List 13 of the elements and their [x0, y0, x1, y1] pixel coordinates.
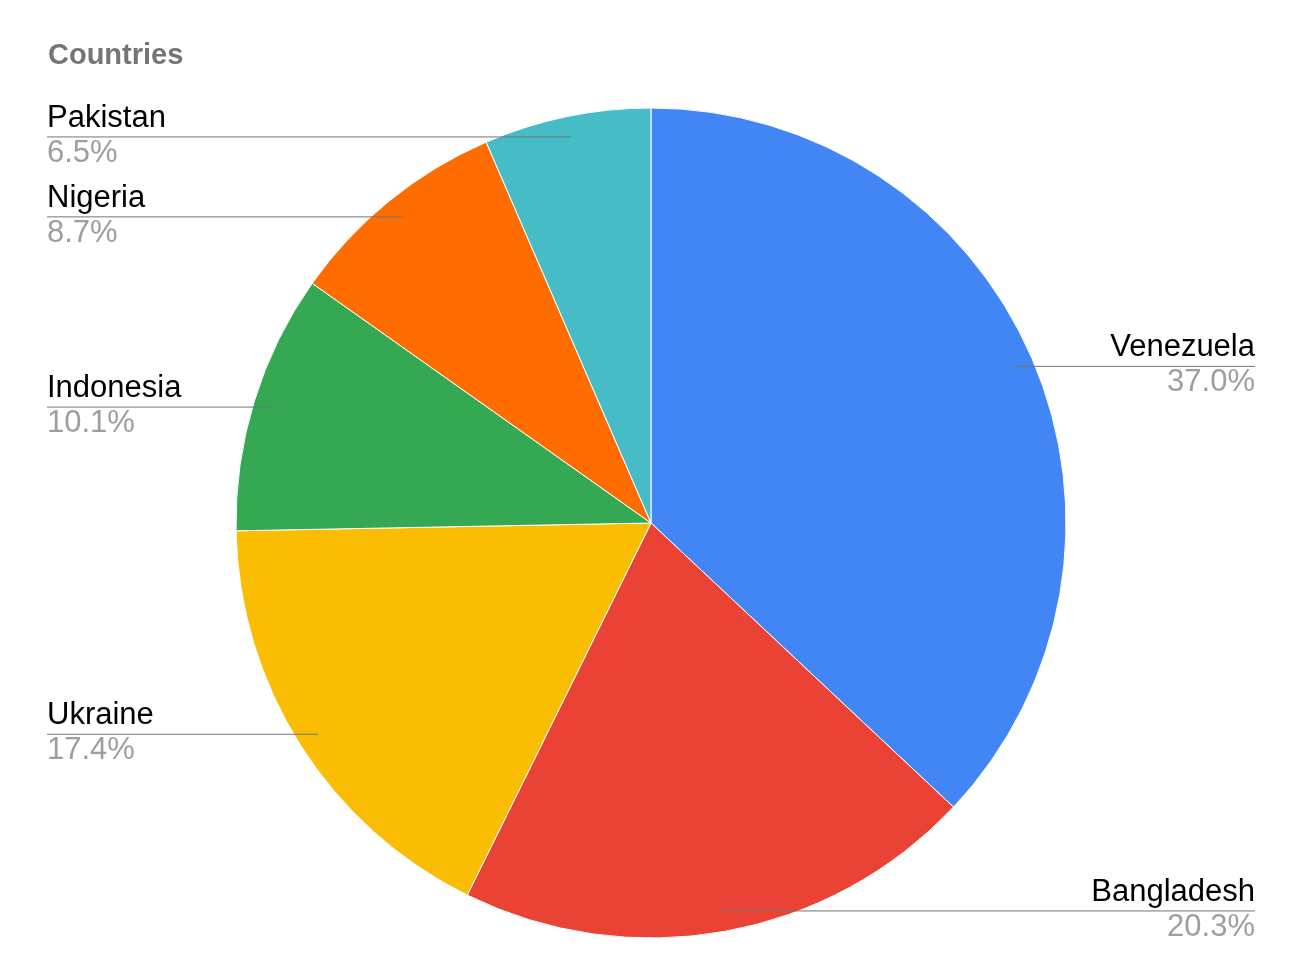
data-label: 10.1%: [47, 404, 135, 440]
slice-label: Ukraine: [47, 696, 154, 732]
slice-label: Pakistan: [47, 98, 166, 134]
slice-label: Bangladesh: [1091, 872, 1255, 908]
slice-label: Venezuela: [1110, 328, 1256, 364]
data-label: 6.5%: [47, 133, 118, 169]
data-label: 37.0%: [1167, 363, 1255, 399]
slice-label: Nigeria: [47, 178, 146, 214]
data-label: 8.7%: [47, 213, 118, 249]
slice-label: Indonesia: [47, 369, 183, 405]
chart-title: Countries: [48, 38, 184, 70]
data-label: 17.4%: [47, 731, 135, 767]
data-label: 20.3%: [1167, 907, 1255, 943]
